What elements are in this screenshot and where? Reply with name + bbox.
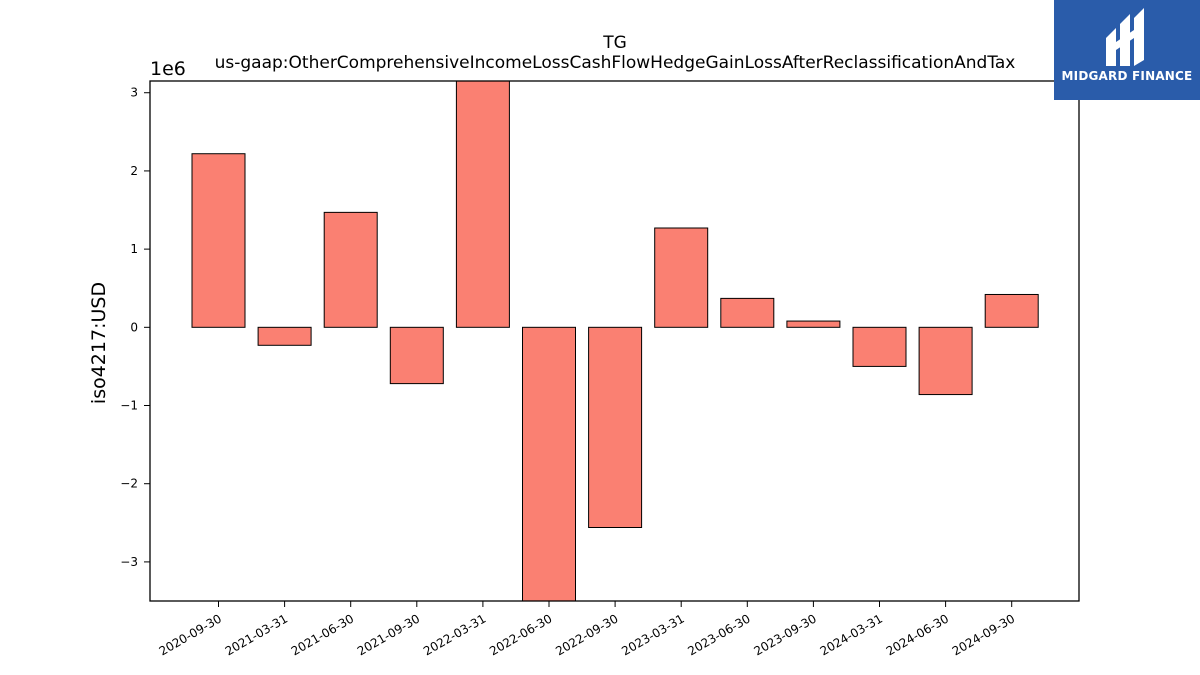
bar-2024-06-30 — [918, 326, 973, 396]
bar-2021-06-30 — [323, 211, 378, 328]
x-axis: 2020-09-302021-03-312021-06-302021-09-30… — [157, 601, 1017, 658]
bar-2024-03-31 — [852, 326, 907, 367]
bar-2021-09-30 — [389, 326, 444, 385]
chart-title: TG — [602, 33, 627, 53]
bars-group — [191, 80, 1039, 602]
logo-mark-icon — [1106, 8, 1144, 66]
y-axis: −3 −2 −1 0 1 2 3 — [120, 86, 150, 569]
bar-2023-06-30 — [720, 297, 775, 328]
x-tick-label: 2022-06-30 — [487, 611, 554, 658]
bar-2023-03-31 — [654, 227, 709, 328]
bar-2022-06-30 — [522, 326, 576, 602]
x-tick-label: 2023-06-30 — [685, 611, 752, 658]
x-tick-label: 2021-06-30 — [289, 611, 356, 658]
x-tick-label: 2024-06-30 — [884, 611, 951, 658]
x-tick-label: 2024-09-30 — [950, 611, 1017, 658]
y-tick-label: −3 — [120, 555, 138, 569]
y-scale-label: 1e6 — [150, 58, 186, 80]
y-tick-label: −2 — [120, 477, 138, 491]
bar-2023-09-30 — [786, 320, 841, 328]
bar-2022-03-31 — [455, 80, 510, 328]
x-tick-label: 2024-03-31 — [818, 611, 885, 658]
y-tick-label: −1 — [120, 399, 138, 413]
y-tick-label: 2 — [130, 164, 138, 178]
y-axis-label: iso4217:USD — [88, 282, 110, 404]
midgard-finance-logo: MIDGARD FINANCE — [1054, 0, 1200, 100]
x-tick-label: 2022-09-30 — [553, 611, 620, 658]
x-tick-label: 2022-03-31 — [421, 611, 488, 658]
x-tick-label: 2021-09-30 — [355, 611, 422, 658]
chart-subtitle: us-gaap:OtherComprehensiveIncomeLossCash… — [215, 53, 1016, 73]
y-tick-label: 1 — [130, 242, 138, 256]
logo-text: MIDGARD FINANCE — [1061, 69, 1193, 83]
y-tick-label: 0 — [130, 320, 138, 334]
y-tick-label: 3 — [130, 86, 138, 100]
x-tick-label: 2023-09-30 — [751, 611, 818, 658]
bar-2022-09-30 — [588, 326, 643, 528]
x-tick-label: 2021-03-31 — [223, 611, 290, 658]
x-tick-label: 2020-09-30 — [157, 611, 224, 658]
bar-2021-03-31 — [257, 326, 312, 346]
plot-frame — [149, 80, 1080, 602]
bar-2020-09-30 — [191, 153, 246, 328]
x-tick-label: 2023-03-31 — [619, 611, 686, 658]
bar-2024-09-30 — [984, 293, 1039, 328]
